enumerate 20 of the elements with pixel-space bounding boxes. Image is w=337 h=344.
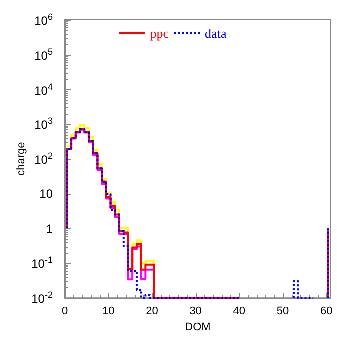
x-tick-label: 0 xyxy=(62,306,68,318)
x-tick-label: 10 xyxy=(102,306,115,318)
y-axis-title: charge xyxy=(16,142,28,176)
y-tick-label: 10$^{6}$ xyxy=(34,12,53,28)
x-tick-label: 40 xyxy=(233,306,246,318)
x-axis-title: DOM xyxy=(185,322,211,334)
y-tick-label: 10$^{-2}$ xyxy=(32,290,53,306)
y-tick-label: 10 xyxy=(40,186,53,201)
y-tick-label: 10$^{3}$ xyxy=(34,116,53,132)
y-tick-label: 10$^{2}$ xyxy=(34,151,53,168)
y-tick-label: 10$^{4}$ xyxy=(34,82,53,98)
legend-label: data xyxy=(205,26,227,41)
y-tick-label: 10$^{5}$ xyxy=(34,46,53,63)
x-tick-label: 30 xyxy=(190,306,202,318)
y-tick-label: 1 xyxy=(46,222,53,236)
x-tick-label: 60 xyxy=(320,306,333,318)
x-tick-label: 20 xyxy=(146,306,158,318)
legend-label: ppc xyxy=(150,26,170,41)
x-tick-label: 50 xyxy=(276,306,290,318)
y-tick-label: 10$^{-1}$ xyxy=(32,255,53,272)
